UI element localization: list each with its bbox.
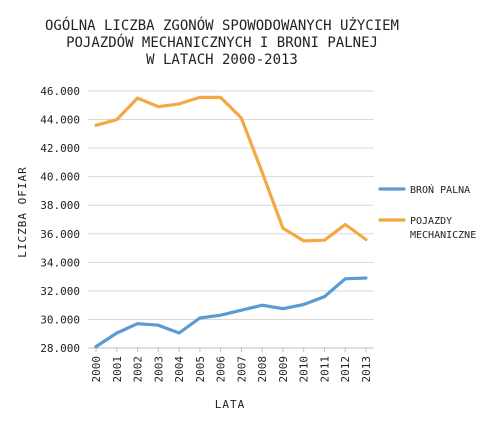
x-tick-label: 2003 <box>152 356 165 383</box>
y-tick-label: 44.000 <box>40 114 80 127</box>
x-axis-label: LATA <box>215 398 246 411</box>
y-tick-label: 38.000 <box>40 199 80 212</box>
legend-label: POJAZDY <box>410 216 452 227</box>
x-tick-label: 2004 <box>173 356 186 383</box>
y-tick-label: 34.000 <box>40 256 80 269</box>
y-tick-label: 28.000 <box>40 342 80 355</box>
chart-title-line: W LATACH 2000-2013 <box>146 52 298 68</box>
y-tick-label: 40.000 <box>40 171 80 184</box>
x-tick-label: 2001 <box>111 356 124 383</box>
x-tick-label: 2005 <box>194 356 207 383</box>
y-tick-label: 30.000 <box>40 313 80 326</box>
series-lines <box>94 95 368 349</box>
y-tick-label: 32.000 <box>40 285 80 298</box>
chart-title-line: POJAZDÓW MECHANICZNYCH I BRONI PALNEJ <box>66 33 378 51</box>
y-tick-label: 42.000 <box>40 142 80 155</box>
x-tick-label: 2006 <box>215 356 228 383</box>
x-tick-label: 2007 <box>235 356 248 383</box>
x-tick-label: 2009 <box>277 356 290 383</box>
y-tick-label: 36.000 <box>40 228 80 241</box>
x-tick-label: 2012 <box>339 356 352 383</box>
x-tick-labels: 2000 2001 2002 2003 2004 2005 2006 2007 2008 2009… <box>90 348 373 383</box>
y-tick-labels: 28.000 30.000 32.000 34.000 36.000 38.000 40.0… <box>40 85 80 355</box>
x-tick-label: 2013 <box>360 356 373 383</box>
legend-label: MECHANICZNE <box>410 230 476 241</box>
legend-label: BROŃ PALNA <box>410 183 470 196</box>
series-line-pojazdy-mechaniczne <box>94 95 368 243</box>
x-tick-label: 2008 <box>256 356 269 383</box>
chart-title-line: OGÓLNA LICZBA ZGONÓW SPOWODOWANYCH UŻYCI… <box>45 16 399 34</box>
gridlines <box>88 90 374 349</box>
x-tick-label: 2010 <box>298 356 311 383</box>
x-tick-label: 2002 <box>132 356 145 383</box>
x-tick-label: 2000 <box>90 356 103 383</box>
x-tick-label: 2011 <box>318 356 331 383</box>
legend: BROŃ PALNA POJAZDY MECHANICZNE <box>378 183 476 241</box>
y-axis-label: LICZBA OFIAR <box>16 166 29 257</box>
y-tick-label: 46.000 <box>40 85 80 98</box>
chart-title: OGÓLNA LICZBA ZGONÓW SPOWODOWANYCH UŻYCI… <box>45 16 399 68</box>
series-line-bron-palna <box>94 276 368 349</box>
